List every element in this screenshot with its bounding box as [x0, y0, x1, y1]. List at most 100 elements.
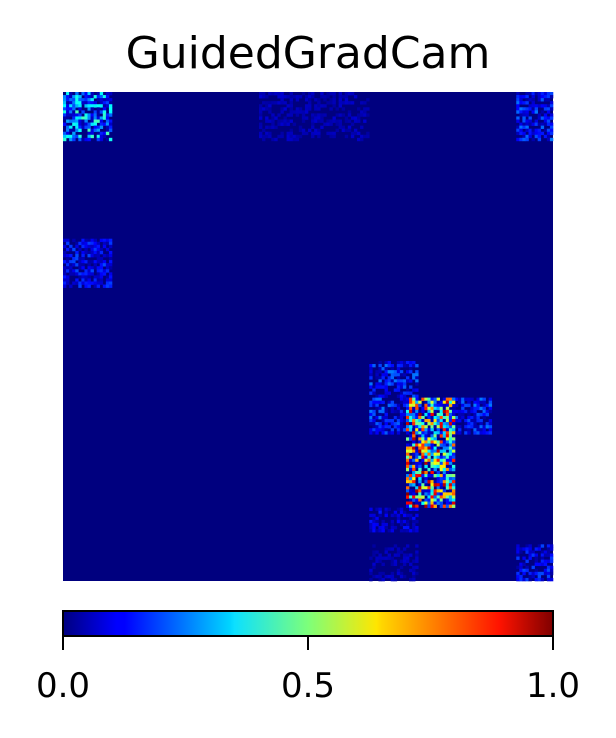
- heatmap-cell: [546, 131, 551, 136]
- heatmap-cell: [75, 128, 79, 133]
- heatmap-cell: [399, 428, 404, 432]
- heatmap-cell: [375, 556, 379, 560]
- heatmap-cell: [433, 419, 437, 423]
- heatmap-cell: [427, 431, 431, 435]
- heatmap-cell: [427, 452, 431, 456]
- heatmap-cell: [433, 458, 437, 463]
- heatmap-cell: [418, 428, 422, 432]
- heatmap-cell: [271, 92, 275, 96]
- heatmap-cell: [378, 379, 382, 383]
- heatmap-cell: [399, 409, 404, 414]
- heatmap-cell: [424, 419, 428, 423]
- heatmap-cell: [87, 284, 91, 288]
- heatmap-cell: [427, 455, 431, 460]
- heatmap-cell: [543, 128, 548, 133]
- heatmap-cell: [427, 419, 431, 423]
- heatmap-cell: [445, 492, 450, 496]
- heatmap-cell: [528, 92, 532, 96]
- heatmap-cell: [396, 513, 401, 518]
- heatmap-cell: [399, 571, 404, 576]
- heatmap-cell: [78, 95, 82, 99]
- heatmap-cell: [528, 104, 532, 108]
- heatmap-cell: [99, 131, 104, 136]
- heatmap-cell: [409, 474, 413, 478]
- heatmap-cell: [84, 272, 88, 276]
- heatmap-cell: [78, 263, 82, 267]
- heatmap-cell: [353, 116, 358, 120]
- heatmap-cell: [430, 495, 434, 499]
- heatmap-cell: [439, 434, 444, 438]
- heatmap-cell: [418, 483, 422, 487]
- heatmap-cell: [442, 397, 447, 401]
- heatmap-cell: [393, 409, 398, 414]
- heatmap-cell: [415, 513, 419, 518]
- heatmap-cell: [90, 250, 94, 255]
- heatmap-cell: [90, 116, 94, 120]
- heatmap-cell: [308, 92, 312, 96]
- heatmap-cell: [458, 431, 462, 435]
- heatmap-cell: [320, 113, 324, 117]
- heatmap-cell: [298, 110, 303, 114]
- heatmap-cell: [372, 403, 376, 408]
- heatmap-cell: [286, 134, 290, 139]
- colorbar-ticks: 0.0 0.5 1.0: [36, 636, 580, 706]
- heatmap-cell: [485, 409, 489, 414]
- heatmap-cell: [412, 431, 416, 435]
- heatmap-cell: [381, 406, 385, 411]
- heatmap-cell: [406, 489, 410, 493]
- heatmap-cell: [412, 519, 416, 524]
- heatmap-cell: [90, 119, 94, 123]
- heatmap-cell: [467, 409, 471, 414]
- heatmap-cell: [433, 415, 437, 420]
- heatmap-cell: [66, 92, 70, 96]
- heatmap-cell: [531, 122, 535, 126]
- heatmap-cell: [427, 492, 431, 496]
- heatmap-cell: [421, 449, 425, 453]
- heatmap-cell: [479, 428, 483, 432]
- heatmap-cell: [75, 250, 79, 255]
- heatmap-cell: [543, 568, 548, 573]
- heatmap-cell: [461, 415, 465, 420]
- heatmap-cell: [84, 113, 88, 117]
- heatmap-cell: [415, 461, 419, 466]
- heatmap-cell: [516, 547, 520, 551]
- heatmap-cell: [415, 553, 419, 557]
- heatmap-cell: [436, 470, 440, 475]
- heatmap-cell: [433, 449, 437, 453]
- heatmap-cell: [442, 504, 447, 508]
- heatmap-cell: [344, 101, 349, 105]
- heatmap-cell: [87, 260, 91, 264]
- heatmap-cell: [412, 400, 416, 405]
- heatmap-cell: [448, 489, 453, 493]
- heatmap-cell: [96, 247, 101, 252]
- heatmap-cell: [540, 104, 545, 108]
- heatmap-cell: [390, 403, 395, 408]
- heatmap-cell: [69, 137, 73, 142]
- heatmap-cell: [102, 238, 107, 243]
- heatmap-cell: [93, 110, 97, 114]
- heatmap-cell: [353, 95, 358, 99]
- heatmap-cell: [451, 455, 456, 460]
- heatmap-cell: [519, 113, 523, 117]
- heatmap-cell: [421, 409, 425, 414]
- heatmap-cell: [409, 419, 413, 423]
- heatmap-cell: [84, 281, 88, 285]
- heatmap-cell: [421, 455, 425, 460]
- heatmap-cell: [516, 577, 520, 582]
- heatmap-cell: [375, 373, 379, 377]
- heatmap-cell: [369, 568, 373, 573]
- heatmap-cell: [445, 452, 450, 456]
- heatmap-cell: [402, 373, 407, 377]
- heatmap-cell: [482, 403, 486, 408]
- heatmap-cell: [445, 495, 450, 499]
- heatmap-cell: [295, 137, 300, 142]
- heatmap-cell: [314, 128, 318, 133]
- heatmap-cell: [399, 373, 404, 377]
- heatmap-cell: [549, 556, 554, 560]
- heatmap-cell: [525, 544, 529, 548]
- heatmap-cell: [415, 431, 419, 435]
- heatmap-cell: [409, 464, 413, 469]
- heatmap-cell: [341, 107, 346, 111]
- heatmap-cell: [390, 409, 395, 414]
- heatmap-cell: [402, 562, 407, 567]
